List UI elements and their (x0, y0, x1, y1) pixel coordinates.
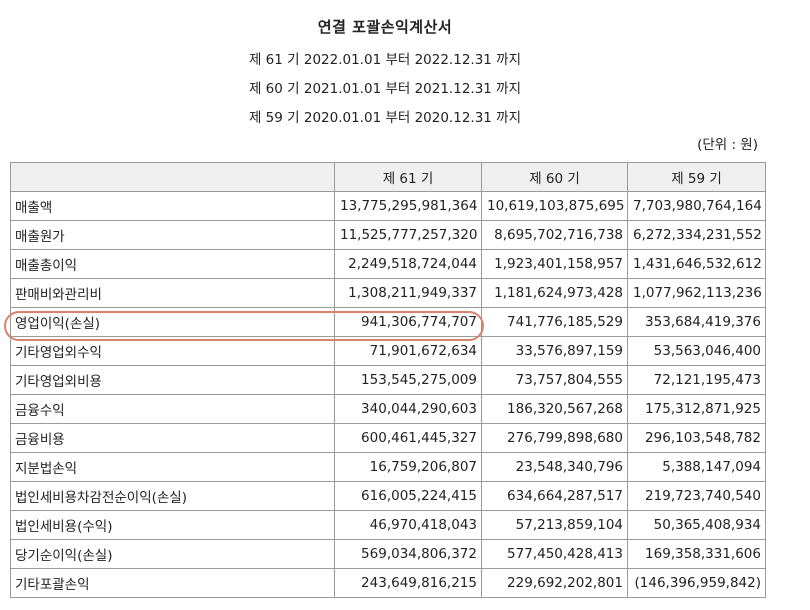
row-value: 353,684,419,376 (627, 307, 766, 337)
table-row: 영업이익(손실) 941,306,774,707 741,776,185,529 35… (10, 307, 766, 337)
header-period-60: 제 60 기 (481, 162, 628, 192)
row-label: 기타포괄손익 (10, 568, 335, 598)
row-value: 219,723,740,540 (627, 481, 766, 511)
row-value: 10,619,103,875,695 (481, 191, 628, 221)
row-value: 186,320,567,268 (481, 394, 628, 424)
table-row: 기타영업외비용 153,545,275,009 73,757,804,555 72,1… (10, 365, 766, 395)
row-value: 1,431,646,532,612 (627, 249, 766, 279)
statement-title: 연결 포괄손익계산서 (317, 18, 453, 36)
row-value: 5,388,147,094 (627, 452, 766, 482)
row-value: 153,545,275,009 (334, 365, 482, 395)
row-value: 296,103,548,782 (627, 423, 766, 453)
row-value: 57,213,859,104 (481, 510, 628, 540)
period-line-60: 제 60 기 2021.01.01 부터 2021.12.31 까지 (248, 81, 522, 97)
row-label: 법인세비용차감전순이익(손실) (10, 481, 335, 511)
table-row: 법인세비용차감전순이익(손실) 616,005,224,415 634,664,28… (10, 481, 766, 511)
row-value: 340,044,290,603 (334, 394, 482, 424)
row-value: 243,649,816,215 (334, 568, 482, 598)
row-value: 71,901,672,634 (334, 336, 482, 366)
row-value: 46,970,418,043 (334, 510, 482, 540)
table-row: 매출총이익 2,249,518,724,044 1,923,401,158,957 1… (10, 249, 766, 279)
row-value: 33,576,897,159 (481, 336, 628, 366)
row-label: 당기순이익(손실) (10, 539, 335, 569)
row-value: 600,461,445,327 (334, 423, 482, 453)
row-label: 매출액 (10, 191, 335, 221)
row-value: 8,695,702,716,738 (481, 220, 628, 250)
row-value: 175,312,871,925 (627, 394, 766, 424)
row-value: 6,272,334,231,552 (627, 220, 766, 250)
row-value: 72,121,195,473 (627, 365, 766, 395)
row-value: 229,692,202,801 (481, 568, 628, 598)
row-value: 16,759,206,807 (334, 452, 482, 482)
table-row: 지분법손익 16,759,206,807 23,548,340,796 5,388,1… (10, 452, 766, 482)
table-row: 매출액 13,775,295,981,364 10,619,103,875,695 7… (10, 191, 766, 221)
row-label: 영업이익(손실) (10, 307, 335, 337)
table-row: 판매비와관리비 1,308,211,949,337 1,181,624,973,42… (10, 278, 766, 308)
header-account (10, 162, 335, 192)
header-period-59: 제 59 기 (627, 162, 766, 192)
table-row: 당기순이익(손실) 569,034,806,372 577,450,428,413 1… (10, 539, 766, 569)
row-value: 1,077,962,113,236 (627, 278, 766, 308)
row-value: 50,365,408,934 (627, 510, 766, 540)
period-line-59: 제 59 기 2020.01.01 부터 2020.12.31 까지 (248, 110, 522, 126)
row-label: 금융수익 (10, 394, 335, 424)
row-value: 53,563,046,400 (627, 336, 766, 366)
unit-label: (단위 : 원) (697, 137, 758, 153)
row-value: 169,358,331,606 (627, 539, 766, 569)
row-value: 13,775,295,981,364 (334, 191, 482, 221)
row-value: 941,306,774,707 (334, 307, 482, 337)
row-value: 634,664,287,517 (481, 481, 628, 511)
row-value: 1,181,624,973,428 (481, 278, 628, 308)
table-row: 법인세비용(수익) 46,970,418,043 57,213,859,104 50,… (10, 510, 766, 540)
row-value: 577,450,428,413 (481, 539, 628, 569)
row-value: 616,005,224,415 (334, 481, 482, 511)
row-value: 23,548,340,796 (481, 452, 628, 482)
row-value: 2,249,518,724,044 (334, 249, 482, 279)
row-value: 11,525,777,257,320 (334, 220, 482, 250)
row-label: 법인세비용(수익) (10, 510, 335, 540)
table-row: 매출원가 11,525,777,257,320 8,695,702,716,738 6… (10, 220, 766, 250)
row-value: 1,308,211,949,337 (334, 278, 482, 308)
table-header-row: 제 61 기 제 60 기 제 59 기 (10, 162, 766, 192)
table-row: 금융비용 600,461,445,327 276,799,898,680 296,10… (10, 423, 766, 453)
row-label: 판매비와관리비 (10, 278, 335, 308)
row-label: 매출총이익 (10, 249, 335, 279)
row-value: 73,757,804,555 (481, 365, 628, 395)
income-statement-table: 제 61 기 제 60 기 제 59 기 매출액 13,775,295,981,3… (10, 162, 766, 598)
row-label: 기타영업외수익 (10, 336, 335, 366)
row-value: 569,034,806,372 (334, 539, 482, 569)
row-value: 7,703,980,764,164 (627, 191, 766, 221)
table-row: 기타영업외수익 71,901,672,634 33,576,897,159 53,56… (10, 336, 766, 366)
row-value: 1,923,401,158,957 (481, 249, 628, 279)
row-label: 매출원가 (10, 220, 335, 250)
row-label: 기타영업외비용 (10, 365, 335, 395)
row-value: (146,396,959,842) (627, 568, 766, 598)
table-row: 기타포괄손익 243,649,816,215 229,692,202,801 (146… (10, 568, 766, 598)
table-row: 금융수익 340,044,290,603 186,320,567,268 175,31… (10, 394, 766, 424)
row-label: 지분법손익 (10, 452, 335, 482)
row-label: 금융비용 (10, 423, 335, 453)
period-line-61: 제 61 기 2022.01.01 부터 2022.12.31 까지 (248, 52, 522, 68)
header-period-61: 제 61 기 (334, 162, 482, 192)
row-value: 276,799,898,680 (481, 423, 628, 453)
row-value: 741,776,185,529 (481, 307, 628, 337)
